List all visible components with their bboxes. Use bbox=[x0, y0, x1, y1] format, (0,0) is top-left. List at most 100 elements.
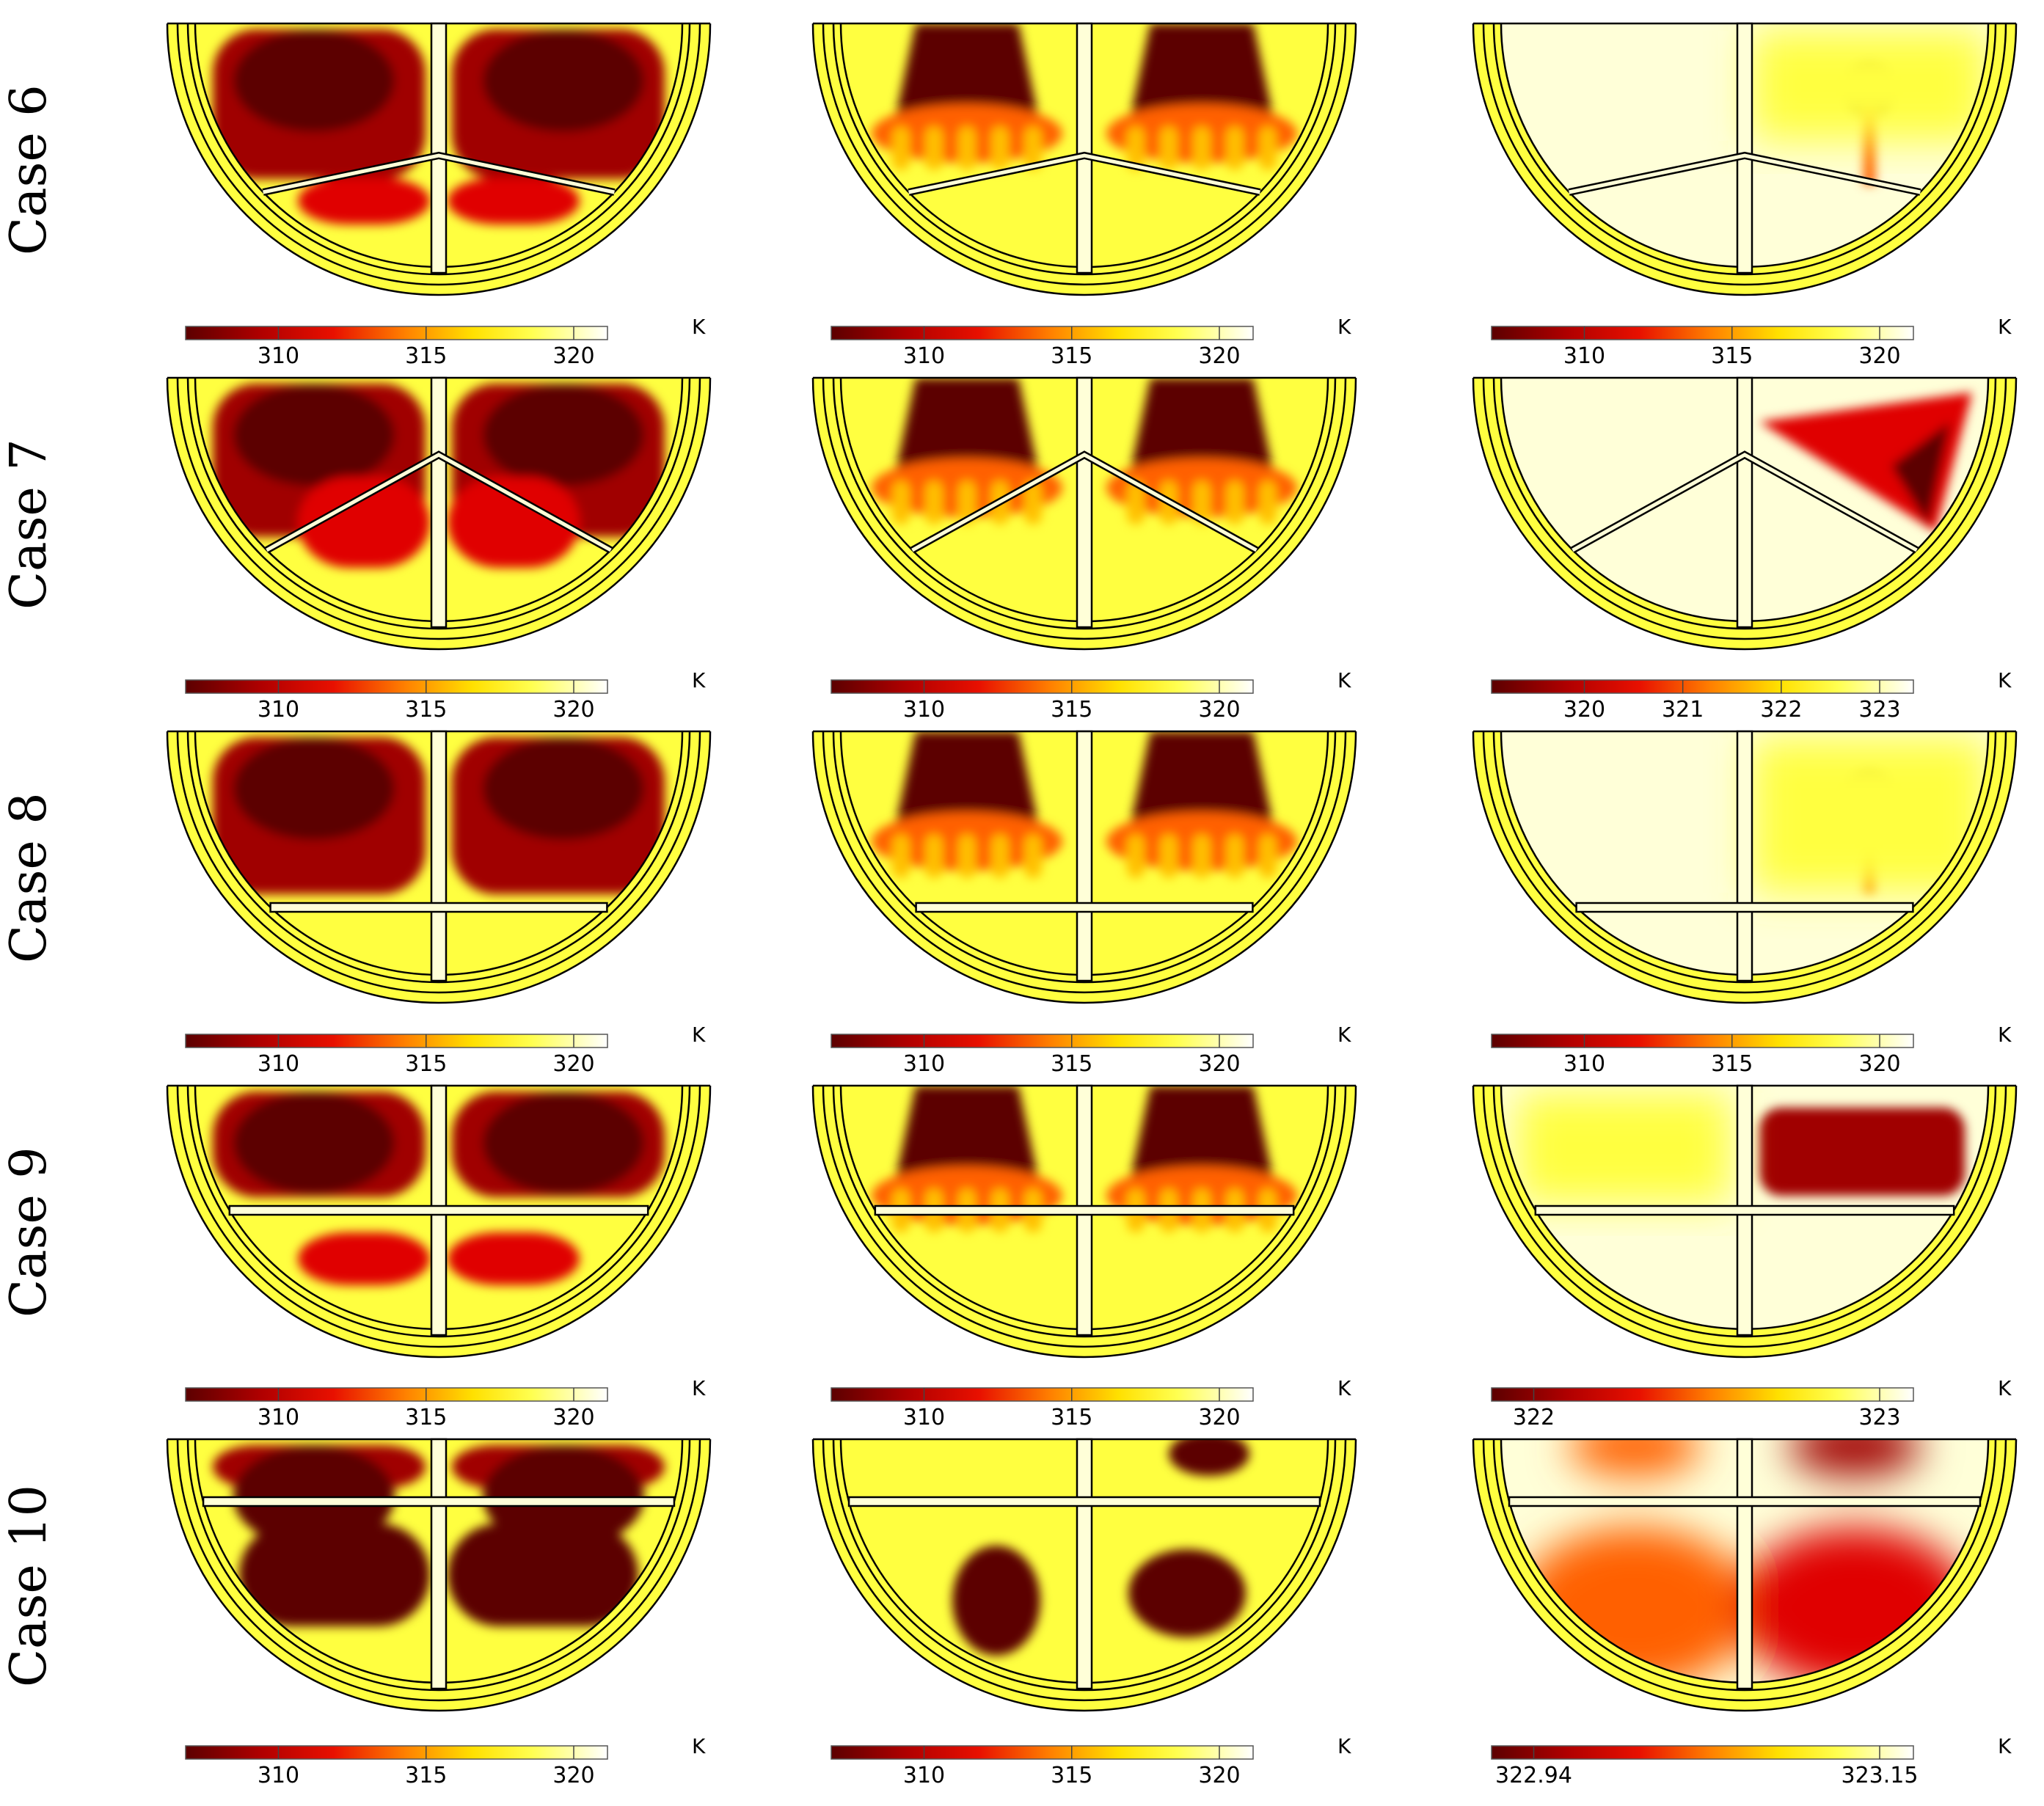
panel-case-row2-col2: 310 315 320 K bbox=[811, 376, 1357, 723]
case-label: Case 6 bbox=[0, 84, 58, 256]
structure-lines bbox=[166, 730, 712, 1004]
colorbar bbox=[1491, 1034, 1914, 1048]
horizontal-divider bbox=[1508, 1496, 1982, 1507]
colorbar-unit: K bbox=[692, 1023, 706, 1047]
lower-chamber-right bbox=[448, 1232, 580, 1285]
structure-lines bbox=[811, 1438, 1357, 1712]
colorbar-tick-label: 315 bbox=[1051, 697, 1092, 723]
plume bbox=[894, 1086, 1040, 1188]
colorbar-tick-label: 320 bbox=[1198, 343, 1240, 369]
plume bbox=[894, 731, 1040, 834]
colorbar-tick-label: 310 bbox=[903, 697, 945, 723]
colorbar-tick-label: 310 bbox=[258, 1763, 299, 1788]
colorbar-unit: K bbox=[1998, 668, 2012, 692]
colorbar bbox=[185, 1387, 608, 1402]
colorbar-tick-label: 310 bbox=[1563, 343, 1605, 369]
colorbar-tick-label: 315 bbox=[1711, 1051, 1753, 1077]
temperature-field bbox=[213, 737, 665, 894]
panel-case-row5-col1: 310 315 320 K bbox=[166, 1438, 712, 1788]
case-label: Case 7 bbox=[0, 439, 58, 610]
panel-case-row1-col1: 310 315 320 K bbox=[166, 22, 712, 369]
plume bbox=[1128, 378, 1275, 480]
colorbar-tick-label: 320 bbox=[552, 1763, 594, 1788]
horizontal-divider bbox=[228, 1204, 649, 1216]
horizontal-divider bbox=[269, 902, 608, 913]
panel-case-row1-col2: 310 315 320 K bbox=[811, 22, 1357, 369]
vertical-divider bbox=[430, 1438, 448, 1690]
colorbar-unit: K bbox=[1337, 315, 1351, 339]
colorbar-tick-label: 320 bbox=[1198, 697, 1240, 723]
plume bbox=[1128, 731, 1275, 834]
colorbar-tick-label: 310 bbox=[1563, 1051, 1605, 1077]
colorbar-tick-label: 322.94 bbox=[1495, 1763, 1572, 1788]
panel-case-row4-col3: 322 323 K bbox=[1472, 1084, 2018, 1430]
temperature-field bbox=[213, 29, 665, 224]
vertical-divider bbox=[430, 376, 448, 629]
structure-lines bbox=[166, 22, 712, 296]
colorbar-tick-label: 315 bbox=[1051, 1763, 1092, 1788]
structure-lines bbox=[1472, 22, 2018, 296]
colorbar-unit: K bbox=[1337, 1023, 1351, 1047]
colorbar-tick-label: 310 bbox=[903, 343, 945, 369]
colorbar-unit: K bbox=[1337, 1734, 1351, 1758]
vertical-divider bbox=[1736, 22, 1753, 274]
colorbar-tick-label: 323 bbox=[1858, 697, 1900, 723]
case-label: Case 10 bbox=[0, 1485, 58, 1687]
colorbar-unit: K bbox=[692, 1376, 706, 1400]
structure-lines bbox=[1472, 1438, 2018, 1712]
temperature-field bbox=[213, 1092, 665, 1285]
vertical-divider bbox=[1736, 730, 1753, 982]
horizontal-divider bbox=[1575, 902, 1914, 913]
colorbar-unit: K bbox=[1998, 1734, 2012, 1758]
temperature-field bbox=[213, 384, 665, 568]
vertical-divider bbox=[1076, 730, 1093, 982]
case-label: Case 9 bbox=[0, 1147, 58, 1318]
colorbar-tick-label: 315 bbox=[1051, 1405, 1092, 1430]
hot-block bbox=[1759, 1108, 1965, 1196]
temperature-field bbox=[952, 1439, 1249, 1656]
colorbar-tick-label: 323 bbox=[1858, 1405, 1900, 1430]
colorbar-tick-label: 321 bbox=[1662, 697, 1704, 723]
panel-grid: 310 315 320 K 310 315 320 K 310 315 320 K 310 315 320 K… bbox=[166, 22, 2018, 1788]
colorbar bbox=[1491, 679, 1914, 694]
colorbar-tick-label: 320 bbox=[552, 343, 594, 369]
panel-case-row4-col1: 310 315 320 K bbox=[166, 1084, 712, 1430]
colorbar-tick-label: 320 bbox=[552, 1051, 594, 1077]
vertical-divider bbox=[1736, 1438, 1753, 1690]
colorbar-unit: K bbox=[1998, 1023, 2012, 1047]
vertical-divider bbox=[1076, 1438, 1093, 1690]
structure-lines bbox=[166, 376, 712, 651]
lower-chamber-left bbox=[298, 178, 430, 224]
colorbar-tick-label: 315 bbox=[1051, 343, 1092, 369]
lower-chamber-left bbox=[298, 1232, 430, 1285]
colorbar bbox=[831, 1387, 1254, 1402]
vertical-divider bbox=[1076, 22, 1093, 274]
temperature-field bbox=[872, 23, 1297, 170]
colorbar-tick-label: 315 bbox=[1711, 343, 1753, 369]
colorbar bbox=[185, 1745, 608, 1760]
horizontal-divider bbox=[847, 1496, 1321, 1507]
blob-right bbox=[1128, 1549, 1246, 1637]
colorbar-tick-label: 320 bbox=[1858, 343, 1900, 369]
panel-case-row3-col1: 310 315 320 K bbox=[166, 730, 712, 1077]
colorbar-tick-label: 320 bbox=[1198, 1405, 1240, 1430]
horizontal-divider bbox=[915, 902, 1254, 913]
panel-case-row4-col2: 310 315 320 K bbox=[811, 1084, 1357, 1430]
lower-chamber-right bbox=[448, 1524, 638, 1626]
colorbar-tick-label: 310 bbox=[903, 1763, 945, 1788]
colorbar-unit: K bbox=[1998, 315, 2012, 339]
lower-chamber-right bbox=[448, 178, 580, 224]
colorbar-tick-label: 320 bbox=[1198, 1763, 1240, 1788]
lower-chamber-right bbox=[448, 477, 580, 568]
colorbar-tick-label: 310 bbox=[258, 697, 299, 723]
temperature-field bbox=[213, 1445, 665, 1626]
colorbar-tick-label: 310 bbox=[903, 1405, 945, 1430]
colorbar bbox=[831, 1034, 1254, 1048]
panel-case-row5-col3: 322.94 323.15 K bbox=[1472, 1438, 2018, 1788]
horizontal-divider bbox=[874, 1204, 1295, 1216]
colorbar-tick-label: 315 bbox=[405, 1405, 447, 1430]
colorbar bbox=[831, 326, 1254, 340]
colorbar-tick-label: 310 bbox=[258, 1405, 299, 1430]
structure-lines bbox=[811, 1084, 1357, 1359]
